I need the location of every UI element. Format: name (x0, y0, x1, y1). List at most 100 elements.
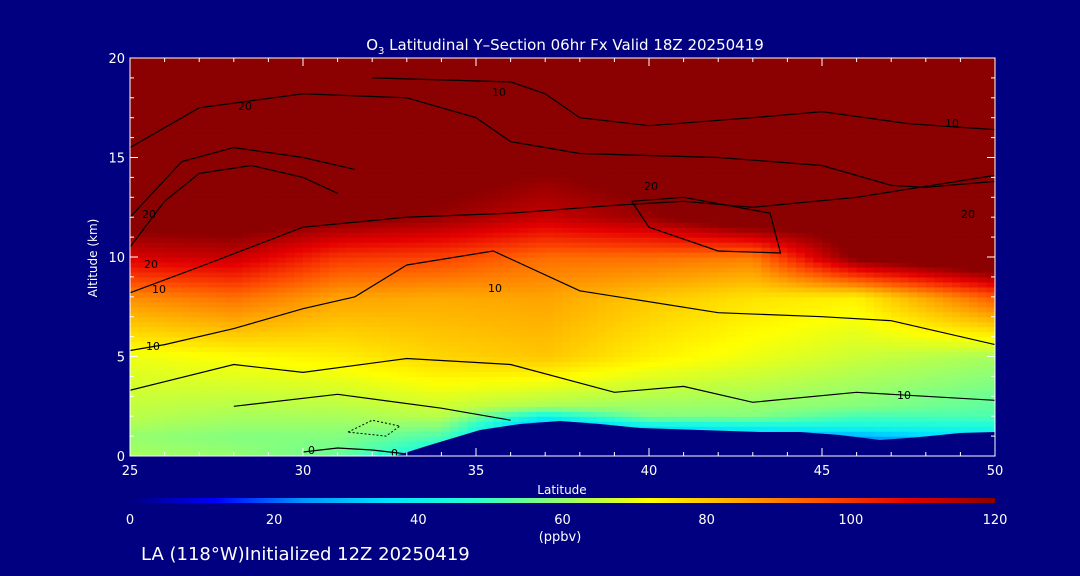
field-cell (510, 406, 520, 412)
field-cell (424, 192, 434, 198)
field-cell (268, 127, 278, 134)
field-cell (354, 406, 365, 412)
field-cell (285, 142, 295, 149)
field-cell (320, 97, 330, 104)
field-cell (666, 391, 676, 397)
field-cell (259, 321, 269, 328)
field-cell (614, 386, 624, 392)
field-cell (493, 97, 503, 104)
field-cell (493, 58, 503, 64)
field-cell (277, 436, 287, 442)
field-cell (303, 316, 313, 323)
field-cell (225, 222, 235, 228)
field-cell (389, 207, 399, 213)
field-cell (398, 102, 408, 109)
field-cell (190, 97, 200, 104)
field-cell (259, 451, 269, 456)
field-cell (493, 217, 503, 223)
field-cell (190, 237, 200, 243)
field-cell (389, 212, 399, 218)
field-cell (372, 117, 382, 124)
field-cell (527, 107, 538, 114)
field-cell (614, 77, 624, 84)
field-cell (294, 316, 304, 323)
field-cell (614, 82, 624, 89)
field-cell (527, 306, 538, 313)
field-cell (450, 336, 460, 343)
field-cell (484, 416, 494, 422)
field-cell (216, 306, 226, 313)
field-cell (354, 192, 365, 198)
field-cell (190, 112, 200, 119)
field-cell (346, 351, 356, 358)
field-cell (337, 326, 347, 333)
field-cell (372, 286, 382, 293)
field-cell (553, 227, 564, 233)
field-cell (476, 261, 486, 268)
field-cell (614, 137, 624, 144)
field-cell (484, 257, 494, 263)
field-cell (164, 212, 174, 218)
field-cell (155, 102, 166, 109)
field-cell (501, 281, 512, 288)
field-cell (623, 261, 633, 268)
field-cell (346, 182, 356, 188)
field-cell (389, 162, 399, 169)
field-cell (623, 172, 633, 179)
field-cell (476, 212, 486, 218)
field-cell (415, 406, 425, 412)
field-cell (138, 232, 148, 238)
field-cell (320, 431, 330, 437)
field-cell (190, 411, 200, 417)
field-cell (337, 311, 347, 318)
field-cell (337, 247, 347, 253)
field-cell (363, 421, 373, 427)
field-cell (553, 62, 564, 69)
field-cell (147, 291, 157, 298)
field-cell (588, 107, 598, 114)
field-cell (164, 237, 174, 243)
field-cell (493, 172, 503, 179)
field-cell (346, 316, 356, 323)
field-cell (657, 271, 667, 278)
field-cell (588, 316, 598, 323)
field-cell (303, 421, 313, 427)
field-cell (649, 351, 659, 358)
field-cell (424, 197, 434, 203)
field-cell (389, 257, 399, 263)
field-cell (476, 366, 486, 373)
field-cell (553, 67, 564, 74)
field-cell (311, 266, 321, 273)
field-cell (199, 306, 209, 313)
field-cell (354, 391, 365, 397)
field-cell (380, 261, 391, 268)
field-cell (173, 286, 183, 293)
field-cell (294, 222, 304, 228)
field-cell (579, 321, 590, 328)
field-cell (588, 97, 598, 104)
field-cell (510, 72, 520, 79)
field-cell (207, 421, 218, 427)
field-cell (441, 162, 451, 169)
field-cell (259, 107, 269, 114)
field-cell (303, 271, 313, 278)
field-cell (233, 366, 244, 373)
field-cell (424, 132, 434, 139)
field-cell (354, 147, 365, 154)
field-cell (294, 122, 304, 129)
field-cell (597, 197, 607, 203)
field-cell (458, 406, 468, 412)
field-cell (277, 291, 287, 298)
field-cell (467, 356, 477, 363)
field-cell (155, 291, 166, 298)
field-cell (424, 117, 434, 124)
field-cell (285, 117, 295, 124)
field-cell (614, 227, 624, 233)
field-cell (597, 107, 607, 114)
field-cell (199, 232, 209, 238)
field-cell (597, 122, 607, 129)
field-cell (311, 202, 321, 208)
field-cell (545, 261, 555, 268)
field-cell (623, 276, 633, 283)
field-cell (458, 336, 468, 343)
